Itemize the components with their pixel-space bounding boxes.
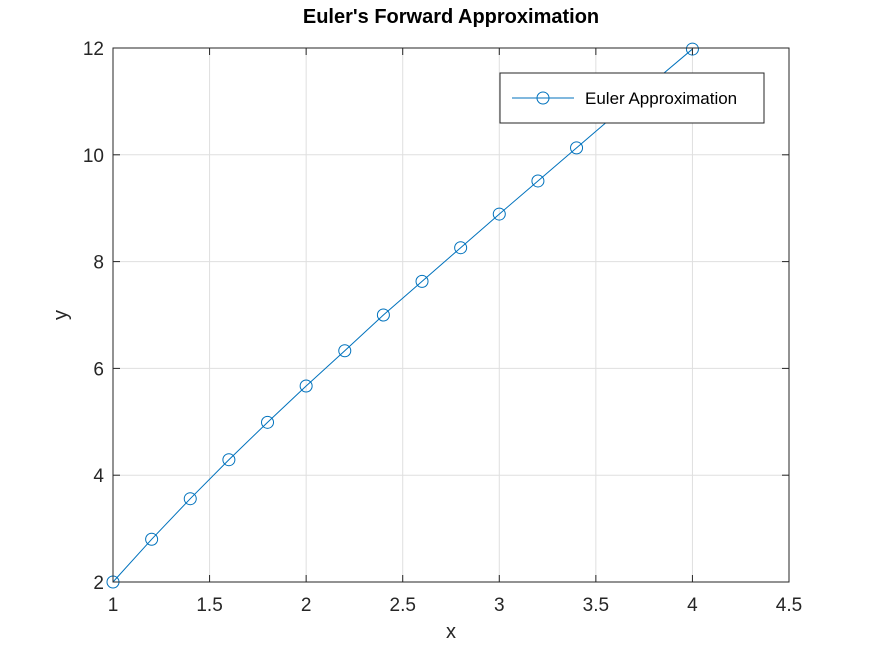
data-point-marker [492, 207, 506, 221]
data-point-marker [261, 415, 275, 429]
y-tick-label: 4 [93, 466, 104, 487]
y-tick-label: 6 [93, 359, 104, 380]
data-point-marker [338, 344, 352, 358]
data-point-marker [145, 532, 159, 546]
data-point-marker [570, 141, 584, 155]
data-point-marker [415, 274, 429, 288]
data-point-marker [299, 379, 313, 393]
data-point-marker [376, 308, 390, 322]
data-point-marker [183, 492, 197, 506]
data-point-marker [531, 174, 545, 188]
y-tick-label: 2 [93, 573, 104, 594]
x-axis-label: x [446, 621, 456, 643]
tick-labels: 1 1.5 2 2.5 3 3.5 4 4.5 2 4 6 8 10 12 [83, 39, 802, 616]
legend-marker-sample [536, 91, 550, 105]
x-tick-label: 2 [301, 595, 312, 616]
data-point-marker [454, 241, 468, 255]
x-tick-label: 1.5 [196, 595, 222, 616]
legend-entry-label: Euler Approximation [585, 89, 737, 108]
x-tick-label: 1 [108, 595, 119, 616]
legend: Euler Approximation [499, 72, 765, 124]
plot-frame [112, 47, 790, 583]
axis-ticks [112, 47, 790, 583]
x-tick-label: 4.5 [776, 595, 802, 616]
y-tick-label: 10 [83, 146, 104, 167]
plot-area [113, 48, 789, 582]
series-line [112, 48, 693, 583]
y-tick-label: 8 [93, 253, 104, 274]
y-axis-label: y [50, 310, 72, 320]
y-tick-label: 12 [83, 39, 104, 60]
x-tick-label: 2.5 [390, 595, 416, 616]
x-tick-label: 4 [687, 595, 698, 616]
x-tick-label: 3 [494, 595, 505, 616]
chart-title: Euler's Forward Approximation [303, 6, 599, 28]
x-tick-label: 3.5 [583, 595, 609, 616]
data-point-marker [222, 453, 236, 467]
data-point-marker [685, 42, 699, 56]
